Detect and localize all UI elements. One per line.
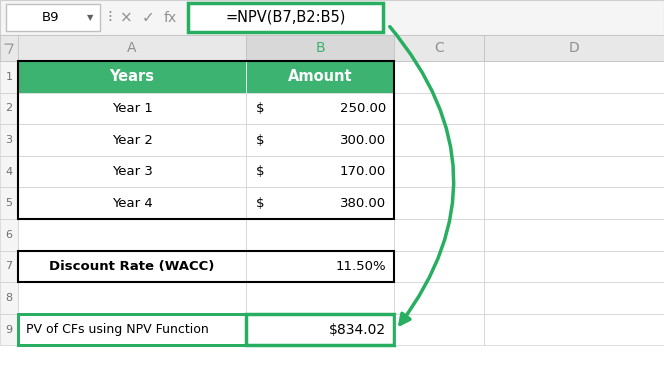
FancyBboxPatch shape xyxy=(0,156,18,187)
FancyBboxPatch shape xyxy=(484,251,664,282)
Text: B9: B9 xyxy=(42,11,60,24)
FancyBboxPatch shape xyxy=(0,187,18,219)
FancyBboxPatch shape xyxy=(246,251,394,282)
Text: $: $ xyxy=(256,197,264,210)
FancyBboxPatch shape xyxy=(18,251,246,282)
FancyBboxPatch shape xyxy=(6,4,100,31)
Text: 250.00: 250.00 xyxy=(340,102,386,115)
FancyBboxPatch shape xyxy=(18,61,246,93)
FancyBboxPatch shape xyxy=(394,156,484,187)
FancyBboxPatch shape xyxy=(484,187,664,219)
Text: ×: × xyxy=(120,10,132,25)
FancyBboxPatch shape xyxy=(394,124,484,156)
Text: 380.00: 380.00 xyxy=(340,197,386,210)
FancyBboxPatch shape xyxy=(0,219,18,251)
FancyBboxPatch shape xyxy=(484,124,664,156)
FancyBboxPatch shape xyxy=(394,187,484,219)
Text: $: $ xyxy=(256,165,264,178)
Text: 8: 8 xyxy=(5,293,13,303)
Text: PV of CFs using NPV Function: PV of CFs using NPV Function xyxy=(26,323,208,336)
Text: 7: 7 xyxy=(5,261,13,271)
FancyBboxPatch shape xyxy=(484,282,664,314)
Text: 9: 9 xyxy=(5,325,13,335)
FancyBboxPatch shape xyxy=(246,282,394,314)
Text: =NPV(B7,B2:B5): =NPV(B7,B2:B5) xyxy=(225,10,346,25)
Text: ✓: ✓ xyxy=(141,10,154,25)
FancyBboxPatch shape xyxy=(246,35,394,61)
FancyBboxPatch shape xyxy=(484,156,664,187)
Text: $: $ xyxy=(256,102,264,115)
Text: Amount: Amount xyxy=(288,69,353,84)
FancyBboxPatch shape xyxy=(246,124,394,156)
Text: 6: 6 xyxy=(5,230,13,240)
FancyBboxPatch shape xyxy=(0,314,18,345)
Text: 3: 3 xyxy=(5,135,13,145)
FancyBboxPatch shape xyxy=(246,187,394,219)
FancyBboxPatch shape xyxy=(18,282,246,314)
FancyBboxPatch shape xyxy=(394,61,484,93)
FancyBboxPatch shape xyxy=(18,187,246,219)
Text: Year 4: Year 4 xyxy=(112,197,152,210)
FancyBboxPatch shape xyxy=(18,35,246,61)
FancyBboxPatch shape xyxy=(18,93,246,124)
Text: 1: 1 xyxy=(5,72,13,82)
FancyBboxPatch shape xyxy=(18,219,246,251)
Text: Year 3: Year 3 xyxy=(112,165,153,178)
FancyBboxPatch shape xyxy=(394,93,484,124)
Text: 170.00: 170.00 xyxy=(340,165,386,178)
FancyBboxPatch shape xyxy=(484,61,664,93)
FancyBboxPatch shape xyxy=(0,35,664,61)
FancyBboxPatch shape xyxy=(246,219,394,251)
Text: 2: 2 xyxy=(5,103,13,113)
Text: $834.02: $834.02 xyxy=(329,323,386,337)
FancyBboxPatch shape xyxy=(394,282,484,314)
Text: C: C xyxy=(434,41,444,55)
Text: ⁝: ⁝ xyxy=(108,10,112,25)
FancyBboxPatch shape xyxy=(246,156,394,187)
FancyBboxPatch shape xyxy=(484,35,664,61)
FancyBboxPatch shape xyxy=(0,61,18,93)
Text: ▼: ▼ xyxy=(87,13,93,22)
FancyBboxPatch shape xyxy=(246,61,394,93)
Text: Year 1: Year 1 xyxy=(112,102,153,115)
FancyBboxPatch shape xyxy=(0,93,18,124)
Text: Discount Rate (WACC): Discount Rate (WACC) xyxy=(49,260,214,273)
FancyBboxPatch shape xyxy=(246,93,394,124)
FancyBboxPatch shape xyxy=(394,219,484,251)
FancyBboxPatch shape xyxy=(0,124,18,156)
FancyBboxPatch shape xyxy=(484,93,664,124)
FancyBboxPatch shape xyxy=(18,124,246,156)
Text: fx: fx xyxy=(163,11,177,25)
Text: Years: Years xyxy=(110,69,155,84)
Text: 11.50%: 11.50% xyxy=(335,260,386,273)
FancyBboxPatch shape xyxy=(18,314,246,345)
FancyBboxPatch shape xyxy=(246,314,394,345)
Text: B: B xyxy=(315,41,325,55)
FancyBboxPatch shape xyxy=(484,219,664,251)
Text: 4: 4 xyxy=(5,167,13,176)
FancyBboxPatch shape xyxy=(394,314,484,345)
FancyBboxPatch shape xyxy=(0,282,18,314)
Text: 300.00: 300.00 xyxy=(340,133,386,147)
FancyBboxPatch shape xyxy=(394,35,484,61)
FancyBboxPatch shape xyxy=(0,0,664,35)
Text: A: A xyxy=(127,41,137,55)
FancyBboxPatch shape xyxy=(0,251,18,282)
FancyBboxPatch shape xyxy=(188,3,383,32)
Text: 5: 5 xyxy=(5,198,13,208)
FancyBboxPatch shape xyxy=(0,35,18,61)
FancyBboxPatch shape xyxy=(18,156,246,187)
Text: Year 2: Year 2 xyxy=(112,133,153,147)
FancyBboxPatch shape xyxy=(394,251,484,282)
Text: $: $ xyxy=(256,133,264,147)
FancyBboxPatch shape xyxy=(484,314,664,345)
Text: D: D xyxy=(568,41,580,55)
